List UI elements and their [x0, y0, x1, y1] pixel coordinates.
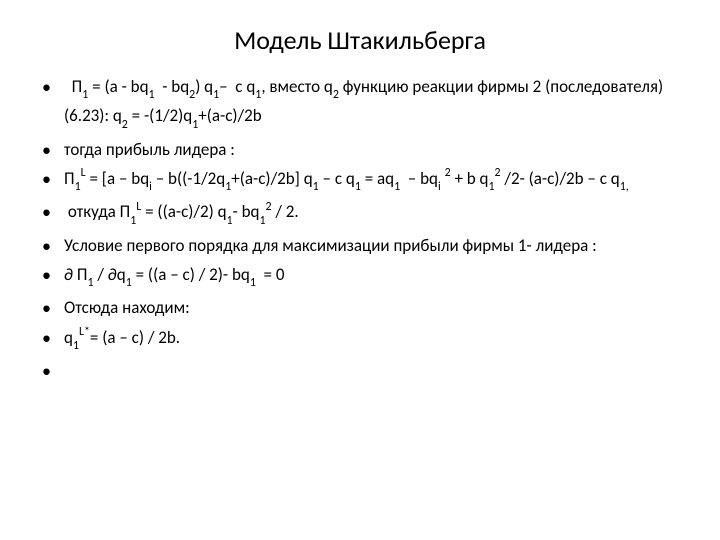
- bullet-text: Условие первого порядка для максимизации…: [64, 235, 597, 256]
- slide-content: П1 = (a - bq1 - bq2) q1– c q1, вместо q2…: [36, 74, 684, 354]
- bullet-list: П1 = (a - bq1 - bq2) q1– c q1, вместо q2…: [36, 74, 684, 354]
- bullet-text: тогда прибыль лидера :: [64, 139, 235, 160]
- bullet-item: ∂ П1 / ∂q1 = ((a – c) / 2)- bq1 = 0: [36, 262, 684, 291]
- bullet-item: тогда прибыль лидера :: [36, 137, 684, 163]
- bullet-text: ∂ П1 / ∂q1 = ((a – c) / 2)- bq1 = 0: [64, 264, 284, 285]
- bullet-item: Условие первого порядка для максимизации…: [36, 233, 684, 259]
- bullet-item: откуда П1L = ((а-с)/2) q1- bq12 / 2.: [36, 199, 684, 228]
- slide-title: Модель Штакильберга: [36, 24, 684, 56]
- bullet-text: Отсюда находим:: [64, 297, 190, 318]
- bullet-text: q1L*= (a – c) / 2b.: [64, 327, 180, 348]
- bullet-item: П1L = [a – bqi – b((-1/2q1+(а-с)/2b] q1 …: [36, 166, 684, 195]
- bullet-item: q1L*= (a – c) / 2b.: [36, 325, 684, 354]
- bullet-text: П1L = [a – bqi – b((-1/2q1+(а-с)/2b] q1 …: [64, 168, 629, 189]
- bullet-item: Отсюда находим:: [36, 295, 684, 321]
- bullet-text: П1 = (a - bq1 - bq2) q1– c q1, вместо q2…: [64, 76, 663, 126]
- bullet-text: откуда П1L = ((а-с)/2) q1- bq12 / 2.: [64, 201, 299, 222]
- bullet-item: П1 = (a - bq1 - bq2) q1– c q1, вместо q2…: [36, 74, 684, 133]
